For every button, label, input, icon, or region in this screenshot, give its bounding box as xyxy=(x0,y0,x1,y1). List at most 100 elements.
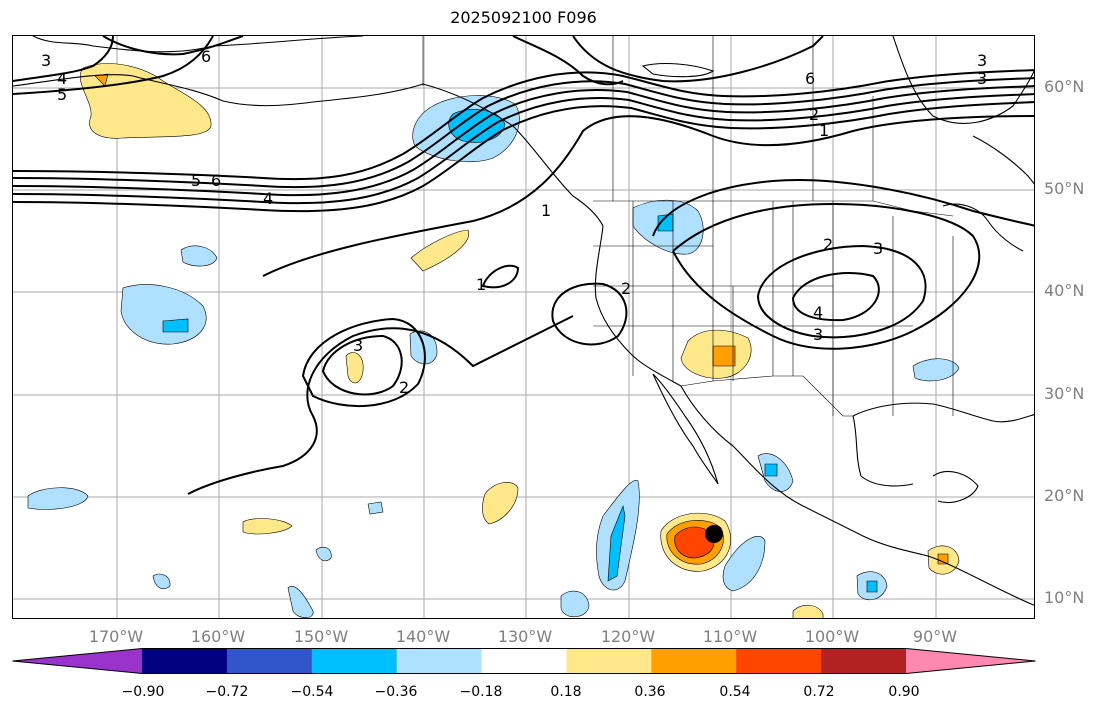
colorbar-tick: −0.18 xyxy=(459,684,503,700)
contour-jet-3 xyxy=(13,85,1034,197)
colorbar-tick: 0.54 xyxy=(719,684,751,700)
contour-three-loop xyxy=(756,244,927,339)
lon-label-110w: 110°W xyxy=(702,627,758,646)
contour-three-ring xyxy=(321,334,403,396)
contour-six-alaska xyxy=(102,36,244,56)
cold-anomaly-small-4 xyxy=(152,573,171,589)
contour-two-west xyxy=(187,315,574,495)
warm-anomaly-small-south xyxy=(792,605,824,618)
contour-four-loop xyxy=(791,272,880,322)
yucatan xyxy=(932,471,979,504)
contour-two-high xyxy=(652,179,1034,237)
warm-anomaly-small-west xyxy=(242,518,293,535)
colorbar-segment xyxy=(142,648,228,674)
colorbar-extend-high xyxy=(906,648,1036,674)
map-title: 2025092100 F096 xyxy=(450,8,597,27)
colorbar-tick: 0.18 xyxy=(550,684,582,700)
great-lakes xyxy=(942,203,1024,252)
colorbar-segment xyxy=(311,648,398,674)
west-coast xyxy=(594,225,1034,606)
contour-label: 3 xyxy=(41,51,51,70)
colorbar-outline xyxy=(12,648,1036,674)
cold-anomaly-small-3 xyxy=(560,590,590,618)
lon-label-150w: 150°W xyxy=(293,627,349,646)
warm-anomaly-arizona-core xyxy=(712,345,736,367)
colorbar-extend-low xyxy=(12,648,142,674)
contour-label: 3 xyxy=(977,51,987,70)
warm-anomaly-tc-core xyxy=(674,526,715,559)
cold-anomaly-mexico-coast-core xyxy=(866,580,878,593)
contour-two-ring xyxy=(301,317,426,408)
lon-label-130w: 130°W xyxy=(497,627,553,646)
colorbar-segment xyxy=(821,648,907,674)
contour-label: 2 xyxy=(621,279,631,298)
lat-label-10n: 10°N xyxy=(1044,588,1085,607)
contour-label: 3 xyxy=(353,336,363,355)
colorbar-segment xyxy=(736,648,822,674)
contour-arc-east xyxy=(572,36,824,83)
lon-label-160w: 160°W xyxy=(190,627,246,646)
contour-label: 5 xyxy=(191,171,201,190)
colorbar-tick: −0.36 xyxy=(374,684,418,700)
cold-anomaly-west-pacific xyxy=(120,284,207,345)
east-canada xyxy=(972,135,1034,185)
contour-label: 6 xyxy=(805,69,815,88)
colorbar-segment xyxy=(566,648,652,674)
contour-label: 2 xyxy=(823,235,833,254)
us-mexico-border xyxy=(680,375,853,417)
contour-label: 2 xyxy=(399,378,409,397)
cold-anomaly-small-2 xyxy=(287,586,314,618)
map-canvas: 4 5 6 3 5 6 4 1 1 3 2 2 6 3 2 1 2 3 4 3 … xyxy=(13,36,1034,618)
colorbar-tick: 0.36 xyxy=(634,684,666,700)
contour-label: 3 xyxy=(977,69,987,88)
lat-label-40n: 40°N xyxy=(1044,281,1085,300)
us-canada-border xyxy=(593,200,954,217)
contour-label: 1 xyxy=(819,121,829,140)
lon-label-170w: 170°W xyxy=(88,627,144,646)
lon-label-140w: 140°W xyxy=(395,627,451,646)
colorbar-tick: −0.54 xyxy=(290,684,334,700)
cold-anomaly-baja-core xyxy=(764,463,778,477)
cold-anomaly-tc-south xyxy=(722,536,766,592)
lat-label-50n: 50°N xyxy=(1044,179,1085,198)
contour-three-north xyxy=(512,36,624,86)
contour-jet-4 xyxy=(13,93,1034,205)
contour-label: 3 xyxy=(873,239,883,258)
contour-label: 3 xyxy=(813,325,823,344)
cold-anomaly-east-pacific-strip-core xyxy=(607,504,626,582)
contour-two-loop xyxy=(672,202,981,350)
cold-anomaly-small-1 xyxy=(180,245,218,267)
baja-peninsula xyxy=(652,373,719,485)
cold-anomaly-gulf-mexico xyxy=(912,358,960,382)
lat-label-30n: 30°N xyxy=(1044,384,1085,403)
colorbar-tick: −0.90 xyxy=(121,684,165,700)
contour-five-alaska xyxy=(13,36,214,95)
contour-jet-1 xyxy=(13,69,1034,181)
gulf-coast xyxy=(852,402,1034,423)
hudson-bay xyxy=(892,36,1034,124)
cold-anomaly-small-5 xyxy=(315,546,332,562)
map-plot-area: 4 5 6 3 5 6 4 1 1 3 2 2 6 3 2 1 2 3 4 3 … xyxy=(12,35,1035,619)
lat-label-20n: 20°N xyxy=(1044,486,1085,505)
contour-label: 4 xyxy=(263,189,273,208)
lon-label-90w: 90°W xyxy=(912,627,958,646)
warm-anomaly-pacific-strip xyxy=(410,229,470,272)
colorbar-segment xyxy=(651,648,737,674)
colorbar-tick: 0.90 xyxy=(888,684,920,700)
canada-arctic-1 xyxy=(641,62,715,78)
contour-two-california xyxy=(551,282,628,346)
contour-label: 6 xyxy=(201,47,211,66)
cold-anomaly-small-6 xyxy=(367,501,384,515)
contour-jet-2 xyxy=(13,77,1034,189)
alaska-north xyxy=(32,36,364,53)
warm-anomaly-pacific-south xyxy=(482,482,519,525)
colorbar-segment xyxy=(481,648,567,674)
colorbar-segments xyxy=(12,648,1036,674)
contour-labels: 4 5 6 3 5 6 4 1 1 3 2 2 6 3 2 1 2 3 4 3 … xyxy=(41,47,987,397)
colorbar-segment xyxy=(396,648,483,674)
contour-label: 1 xyxy=(541,201,551,220)
storm-position-marker xyxy=(705,525,723,543)
anomaly-shading xyxy=(27,63,960,618)
colorbar-segment xyxy=(226,648,313,674)
warm-anomaly-pacific-small xyxy=(345,352,364,384)
